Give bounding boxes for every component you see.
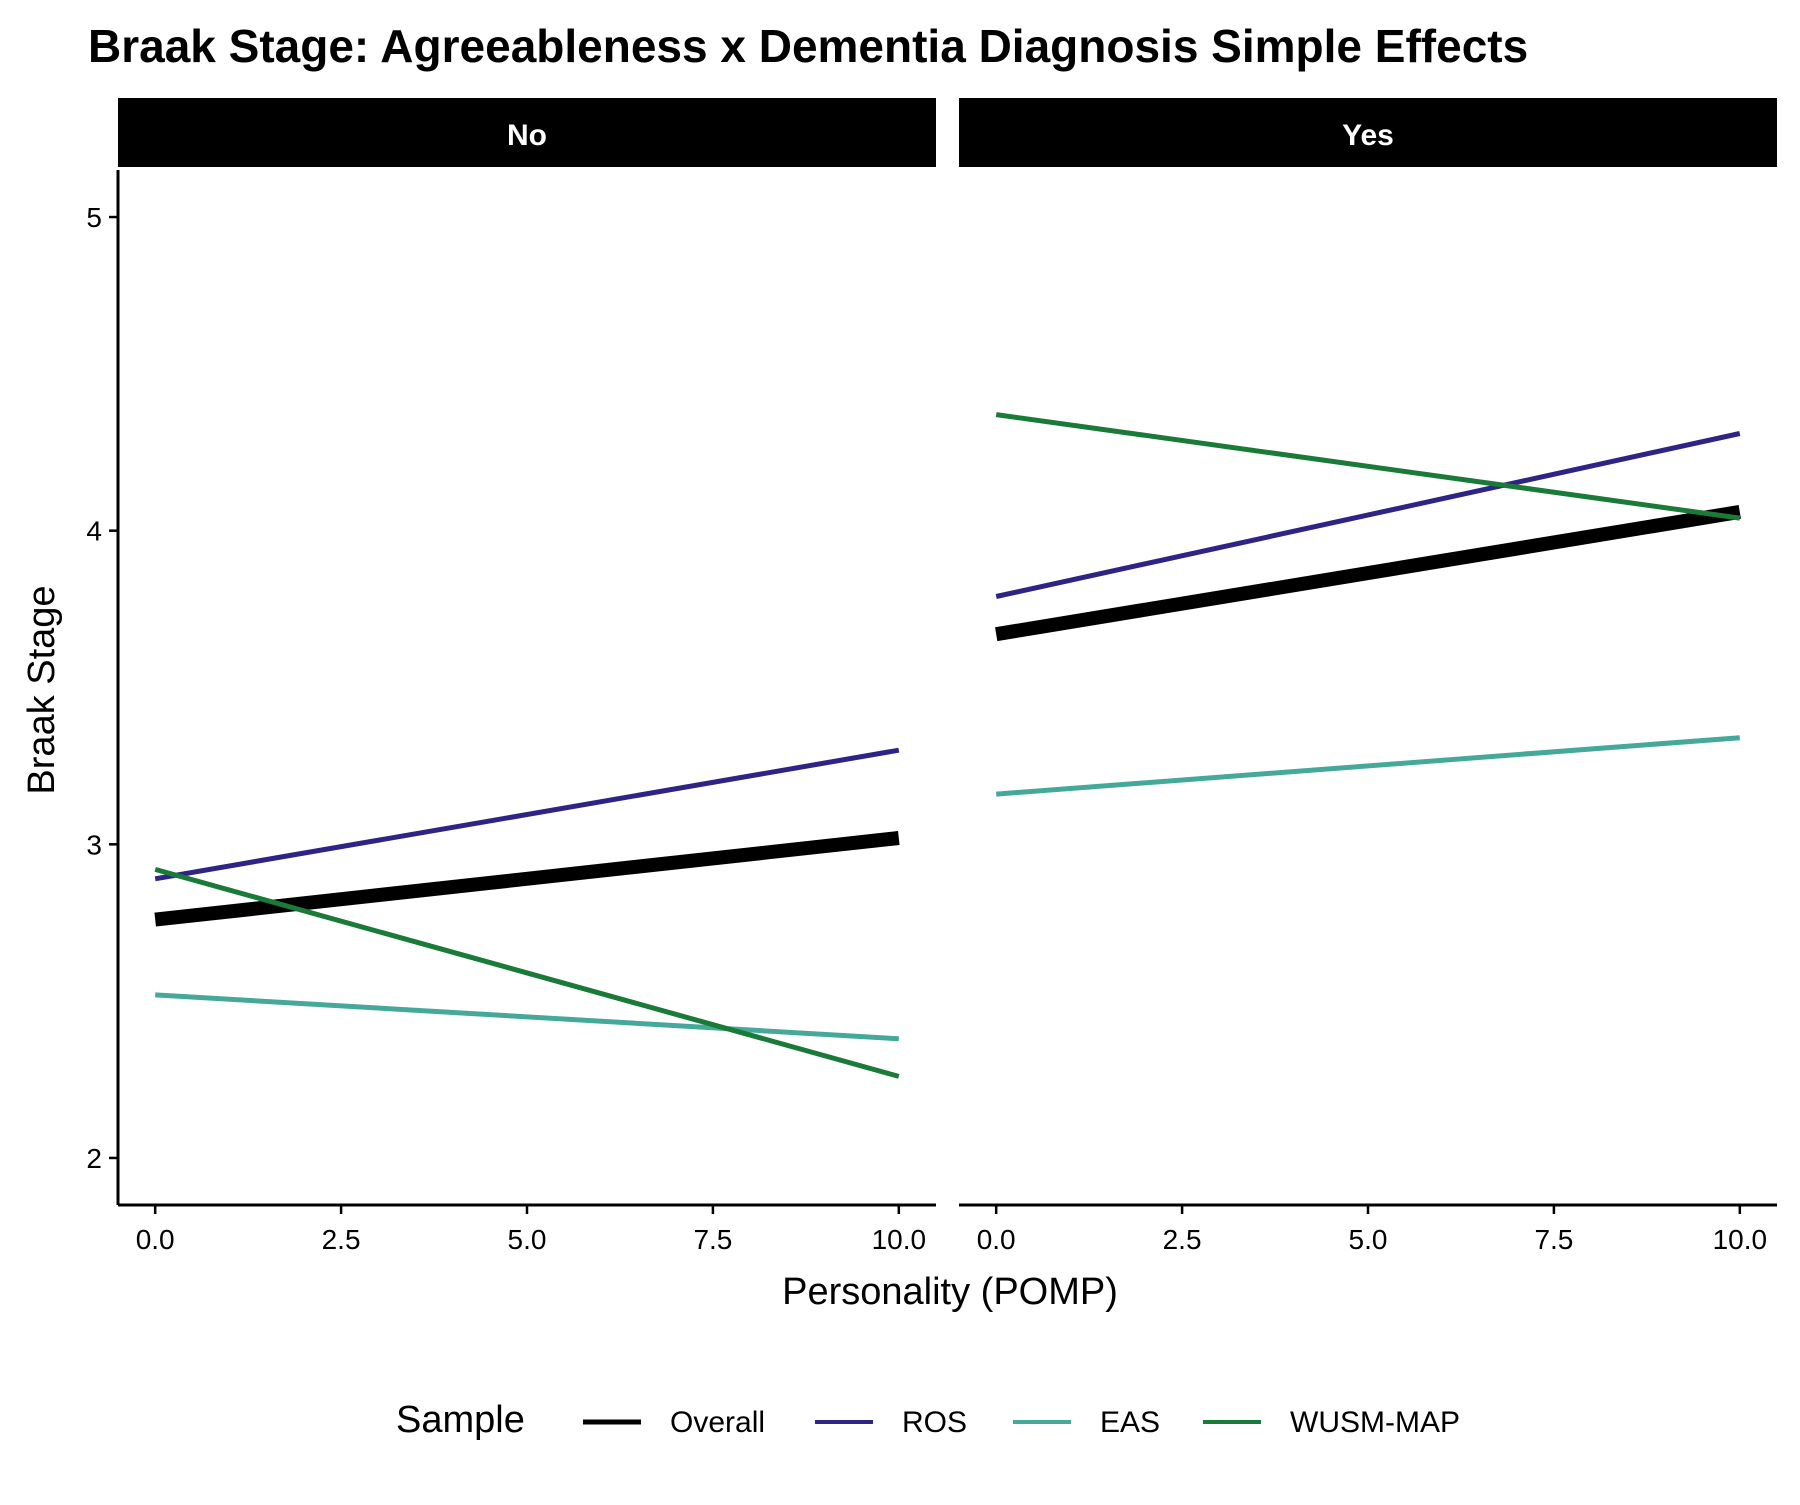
chart-title: Braak Stage: Agreeableness x Dementia Di…	[88, 20, 1528, 72]
y-axis-title: Braak Stage	[21, 585, 63, 794]
legend: Sample Overall ROS EAS WUSM-MAP	[396, 1399, 1460, 1441]
x-tick-label: 7.5	[693, 1224, 732, 1255]
series-line-wusm-map	[154, 866, 900, 1079]
series-line-ros	[154, 747, 900, 882]
y-tick-label: 4	[86, 516, 102, 547]
x-tick-label: 0.0	[977, 1224, 1016, 1255]
facet-strip	[959, 98, 1777, 167]
legend-title: Sample	[396, 1399, 525, 1441]
facet-strip-label: Yes	[1342, 119, 1394, 152]
x-tick-label: 2.5	[322, 1224, 361, 1255]
legend-label-ros: ROS	[902, 1406, 967, 1439]
series-line-wusm-map	[995, 412, 1741, 521]
x-tick-label: 10.0	[872, 1224, 927, 1255]
facet-strip	[118, 98, 936, 167]
panel-yes: Yes 0.0 2.5 5.0 7.5 10.0	[959, 98, 1777, 1255]
series-line-eas	[155, 992, 899, 1042]
y-tick-label: 2	[86, 1143, 102, 1174]
y-tick-label: 5	[86, 202, 102, 233]
x-tick-label: 10.0	[1713, 1224, 1768, 1255]
x-axis-title: Personality (POMP)	[782, 1271, 1118, 1313]
legend-label-eas: EAS	[1100, 1406, 1160, 1439]
facet-strip-label: No	[507, 119, 547, 152]
x-tick-label: 2.5	[1163, 1224, 1202, 1255]
series-line-eas	[996, 735, 1740, 797]
series-line-overall	[995, 504, 1741, 642]
x-tick-label: 5.0	[1349, 1224, 1388, 1255]
x-tick-label: 5.0	[508, 1224, 547, 1255]
legend-label-overall: Overall	[670, 1406, 765, 1439]
y-tick-label: 3	[86, 829, 102, 860]
panel-no: No 2 3 4 5 0.0 2.5 5.0 7.5 10.0	[86, 98, 936, 1255]
x-tick-label: 0.0	[136, 1224, 175, 1255]
x-tick-label: 7.5	[1534, 1224, 1573, 1255]
series-line-ros	[995, 431, 1741, 599]
legend-label-wusm-map: WUSM-MAP	[1290, 1406, 1460, 1439]
panels-layer: No 2 3 4 5 0.0 2.5 5.0 7.5 10.0 Yes 0.0 2.5 5.0 7.5 10.…	[86, 98, 1777, 1255]
